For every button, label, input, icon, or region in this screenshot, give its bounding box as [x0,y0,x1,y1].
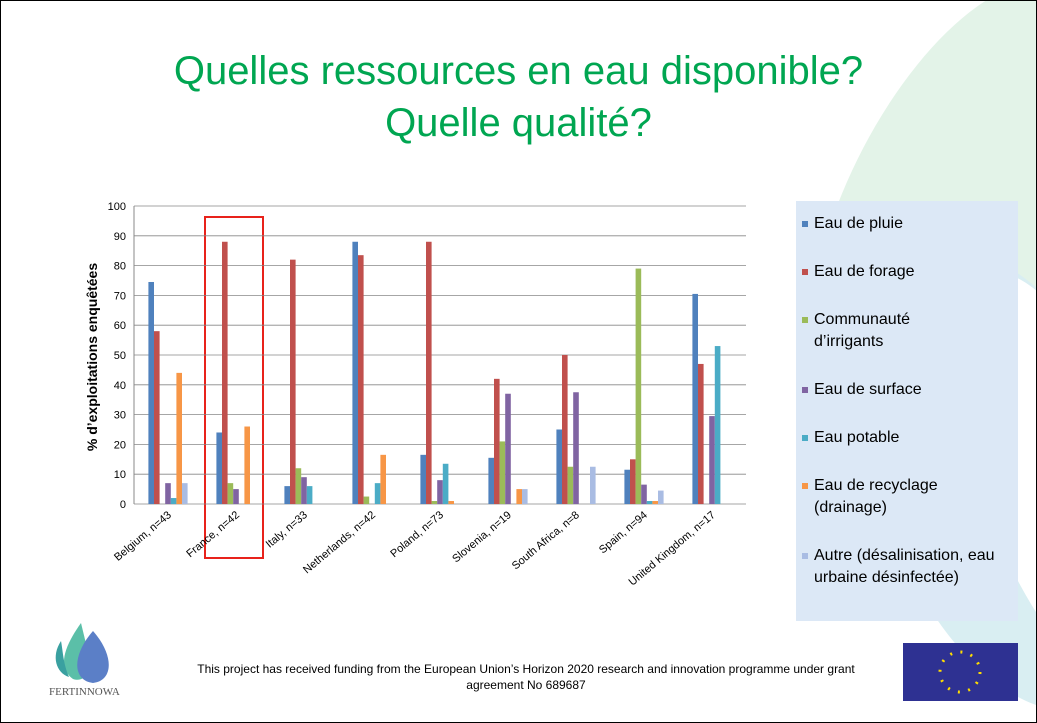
bar [165,483,171,504]
bar [233,489,239,504]
bar [182,483,188,504]
bar [556,429,562,504]
bar [284,486,290,504]
bar [692,293,698,504]
bar [698,363,704,504]
y-tick-label: 0 [120,499,126,511]
bar [709,416,715,504]
bar [590,466,596,504]
title: Quelles ressources en eau disponible? [173,49,864,93]
y-tick-label: 10 [114,469,126,481]
x-tick-label: Netherlands, n=42 [301,509,378,576]
legend-label: Communauté d’irrigants [814,311,911,350]
y-axis-label: % d’exploitations enquêtées [84,263,100,451]
y-tick-label: 20 [114,439,126,451]
bar [363,496,370,504]
bar [227,483,234,504]
legend-label: Eau de forage [814,263,915,280]
bar [652,501,658,504]
legend-swatch [802,269,808,275]
bar [516,489,522,504]
x-tick-label: Italy, n=33 [264,509,310,550]
x-tick-label: Poland, n=73 [388,509,446,560]
legend-label: Eau de recyclage (drainage) [814,477,938,516]
y-tick-label: 60 [114,320,126,332]
bar [426,241,432,504]
legend-label: Eau potable [814,429,900,446]
bar [562,355,568,504]
eu-flag [903,643,1018,701]
y-tick-label: 70 [114,290,126,302]
legend-swatch [802,387,808,393]
x-tick-label: Slovenia, n=19 [450,509,514,565]
bar [420,454,426,504]
bar [216,432,222,504]
bar [148,281,154,504]
bar [494,378,500,504]
logo-text: FERTINNOWA [49,686,120,698]
y-tick-label: 50 [114,350,126,362]
bar [380,454,386,504]
legend-swatch [802,435,808,441]
x-tick-label: Belgium, n=43 [112,509,174,564]
y-tick-label: 80 [114,261,126,273]
bar [573,392,579,504]
bar [658,490,664,504]
bar [290,259,296,504]
bar [244,426,250,504]
bar [505,393,511,504]
x-tick-label: France, n=42 [184,509,242,560]
bar [358,255,364,504]
bar [352,241,358,504]
y-tick-label: 40 [114,380,126,392]
bar [488,457,494,504]
bar [437,480,443,504]
legend-swatch [802,317,808,323]
legend-swatch [802,221,808,227]
bar [646,501,653,504]
bar [295,468,302,504]
bar [154,331,160,504]
bar [567,466,574,504]
bar [714,346,721,504]
bar [522,489,528,504]
logo-mark [55,623,109,683]
bar [448,501,454,504]
x-tick-label: South Africa, n=8 [510,509,582,572]
bar [176,372,182,504]
bar [630,459,636,504]
bar [442,463,449,504]
legend-label: Autre (désalinisation, eau urbaine désin… [814,547,995,586]
subtitle: Quelle qualité? [385,101,652,145]
x-tick-label: Spain, n=94 [597,509,650,556]
bar [635,268,642,504]
footer: This project has received funding from t… [197,662,855,692]
bar [170,498,177,504]
highlight-box [204,216,264,559]
legend: Eau de pluie Eau de forage Communauté d’ir… [796,201,1018,621]
bar [641,484,647,504]
bar [431,501,438,504]
eu-stars [938,650,982,694]
y-tick-label: 30 [114,410,126,422]
y-tick-label: 90 [114,231,126,243]
bar [374,483,381,504]
y-tick-label: 100 [108,201,126,213]
bar [306,486,313,504]
legend-swatch [802,483,808,489]
bar [222,241,228,504]
bar [499,441,506,504]
legend-label: Eau de surface [814,381,922,398]
bar [301,477,307,504]
legend-label: Eau de pluie [814,215,903,232]
legend-swatch [802,553,808,559]
bar [624,469,630,504]
